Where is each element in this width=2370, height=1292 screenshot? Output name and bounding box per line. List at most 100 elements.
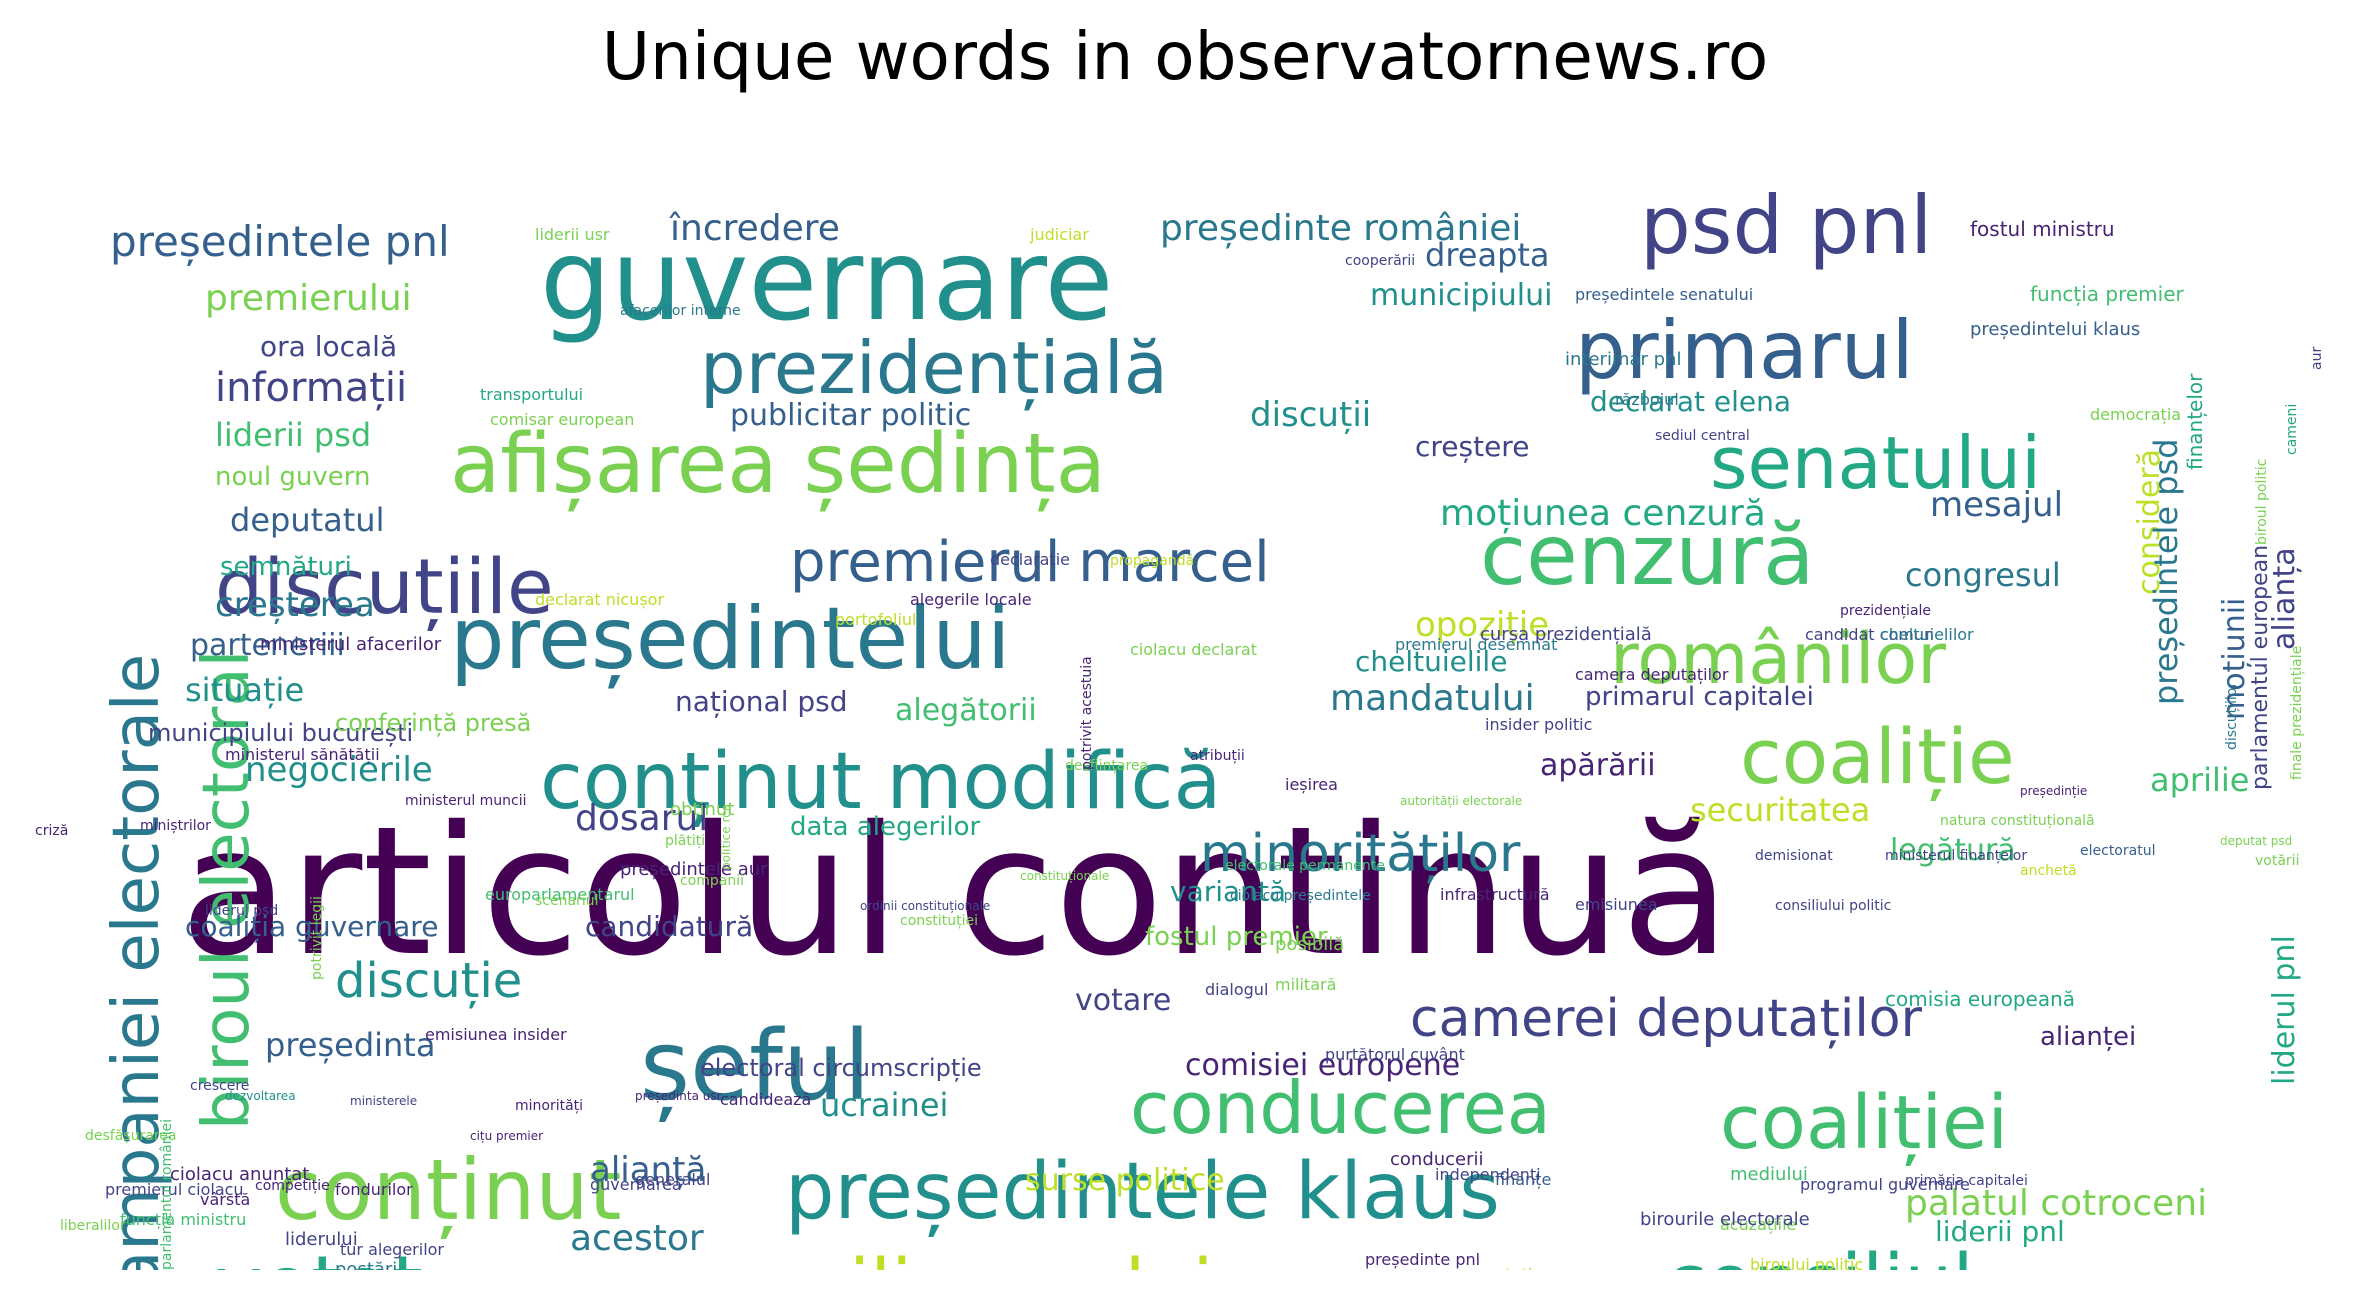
word-cloud-term: premierul ciolacu — [105, 1180, 244, 1200]
word-cloud-term: declarație — [990, 550, 1070, 570]
word-cloud-term: electoratul — [2080, 842, 2156, 859]
word-cloud-term: încredere — [670, 208, 840, 250]
word-cloud-term: creștere — [1415, 429, 1530, 463]
word-cloud-term: portofoliul — [835, 610, 917, 630]
word-cloud-term: dosarul — [575, 798, 709, 840]
word-cloud-term: obținut — [670, 798, 735, 820]
word-cloud-term: ora locală — [260, 329, 398, 363]
word-cloud-term: românilor — [1610, 618, 1947, 700]
word-cloud-term: camera deputaților — [1575, 665, 1729, 685]
word-cloud-term: coaliției — [1720, 1079, 2009, 1166]
word-cloud-term: premierul marcel — [790, 530, 1270, 596]
word-cloud-term: premierului — [205, 278, 412, 320]
word-cloud-term: candidatură — [585, 909, 754, 943]
word-cloud-term: consiliului politic — [1775, 897, 1892, 914]
word-cloud-term: președintele aur — [620, 858, 768, 880]
word-cloud-term: declarat nicușor — [535, 590, 665, 610]
word-cloud-term: primăria capitalei — [1905, 1172, 2028, 1189]
word-cloud-term: biroul politic — [2254, 458, 2270, 545]
word-cloud-term: afacerilor interne — [620, 302, 741, 319]
word-cloud-term: legătură — [1890, 833, 2016, 868]
word-cloud: articolul continuă guvernare președintelui… — [30, 100, 2340, 1270]
word-cloud-term: opoziție — [1415, 604, 1550, 645]
word-cloud-term: informații — [215, 365, 408, 411]
word-cloud-term: programul guvernare — [1800, 1175, 1970, 1195]
word-cloud-term: finanțe — [1495, 1170, 1552, 1190]
word-cloud-term: comisiei europene — [1185, 1048, 1461, 1083]
word-cloud-term: primarul capitalei — [1585, 682, 1814, 713]
word-cloud-term: democrația — [2090, 405, 2182, 425]
word-cloud-term: postări — [335, 1258, 398, 1270]
word-cloud-term: comisia europeană — [1885, 987, 2076, 1011]
word-cloud-term: minorităților — [1200, 824, 1521, 885]
word-cloud-term: liderii psd — [215, 416, 372, 455]
word-cloud-term: congresul — [1905, 556, 2061, 595]
word-cloud-term: președintele klaus — [785, 1146, 1500, 1237]
word-cloud-term: mesajul — [1930, 484, 2064, 525]
word-cloud-term: președintelui — [450, 589, 1011, 690]
word-cloud-term: președinta — [265, 1026, 436, 1065]
word-cloud-term: emisiunea — [1575, 895, 1658, 915]
word-cloud-term: cheltuielilor — [1880, 625, 1974, 645]
word-cloud-term: criză — [35, 822, 69, 839]
word-cloud-term: desfășurarea — [85, 1127, 177, 1144]
word-cloud-term: fostul premier — [1145, 922, 1328, 953]
word-cloud-term: discuții — [1250, 394, 1372, 435]
word-cloud-term: alegătorii — [895, 693, 1037, 728]
word-cloud-term: transportului — [480, 385, 584, 405]
word-cloud-term: liderul pnl — [2267, 935, 2302, 1085]
word-cloud-term: acuzațiile — [1720, 1215, 1797, 1235]
word-cloud-term: tur alegerilor — [340, 1240, 445, 1260]
word-cloud-term: alegerile locale — [910, 590, 1032, 610]
word-cloud-term: ucrainei — [820, 1086, 949, 1125]
word-cloud-term: ministerul finanțelor — [1885, 847, 2028, 864]
word-cloud-term: municipiului bucurești — [148, 718, 414, 747]
word-cloud-term: sediul central — [1655, 427, 1750, 444]
word-cloud-term: finale prezidențiale — [2289, 645, 2305, 780]
word-cloud-term: emisiunea insider — [425, 1025, 567, 1045]
word-cloud-term: afișarea ședința — [450, 417, 1106, 513]
word-cloud-term: candidează — [720, 1090, 812, 1110]
word-cloud-term: ministerul muncii — [405, 792, 527, 809]
word-cloud-term: președintelui klaus — [1970, 318, 2141, 340]
word-cloud-term: funcția premier — [2030, 282, 2184, 306]
word-cloud-term: finanțelor — [2183, 373, 2207, 470]
word-cloud-term: parlamentul european — [2248, 544, 2273, 790]
word-cloud-term: conducerii — [1390, 1148, 1484, 1170]
word-cloud-term: companii — [680, 872, 745, 889]
word-cloud-term: dialogul — [1205, 980, 1269, 1000]
word-cloud-term: ministerele — [350, 1094, 418, 1109]
word-cloud-term: crescere — [190, 1077, 250, 1094]
word-cloud-term: variantă — [1170, 874, 1287, 908]
word-cloud-term: alianței — [2040, 1022, 2137, 1053]
word-cloud-term: conducerea — [1130, 1066, 1551, 1151]
word-cloud-term: guvernarea — [590, 1175, 682, 1195]
word-cloud-term: alianță — [590, 1149, 707, 1190]
word-cloud-term: ministerul afacerilor — [260, 633, 442, 655]
word-cloud-term: fondurilor — [335, 1180, 413, 1200]
word-cloud-term: deputat psd — [2220, 834, 2293, 849]
word-cloud-term: liderii usr — [535, 225, 610, 245]
word-cloud-term: dezvoltarea — [225, 1089, 296, 1104]
word-cloud-term: liderului — [285, 1228, 358, 1250]
word-cloud-term: vârstă — [200, 1190, 251, 1210]
word-cloud-term: președinție — [2020, 784, 2088, 799]
word-cloud-term: noul guvern — [215, 462, 371, 493]
word-cloud-term: surse politice — [1025, 1163, 1225, 1198]
word-cloud-term: parlamentul româniei — [159, 1118, 175, 1270]
word-cloud-term: conferință presă — [335, 708, 532, 737]
word-cloud-term: președinta usr — [635, 1089, 722, 1104]
word-cloud-term: comisar european — [490, 410, 635, 430]
word-cloud-term: semnături — [220, 552, 352, 583]
word-cloud-term: minorități — [515, 1097, 584, 1114]
word-cloud-term: propagandă — [1110, 552, 1195, 569]
word-cloud-term: militară — [1275, 975, 1337, 995]
word-cloud-term: deputatul — [230, 501, 385, 540]
word-cloud-term: fostul ministru — [1970, 217, 2115, 241]
word-cloud-term: președinte pnl — [1365, 1250, 1481, 1270]
word-cloud-term: prezidențială — [700, 326, 1168, 411]
word-cloud-term: parteneriii — [190, 628, 345, 663]
word-cloud-term: anchetă — [2020, 862, 2077, 879]
word-cloud-term: liberalilor — [60, 1217, 126, 1234]
word-cloud-term: scenariul — [535, 892, 599, 909]
